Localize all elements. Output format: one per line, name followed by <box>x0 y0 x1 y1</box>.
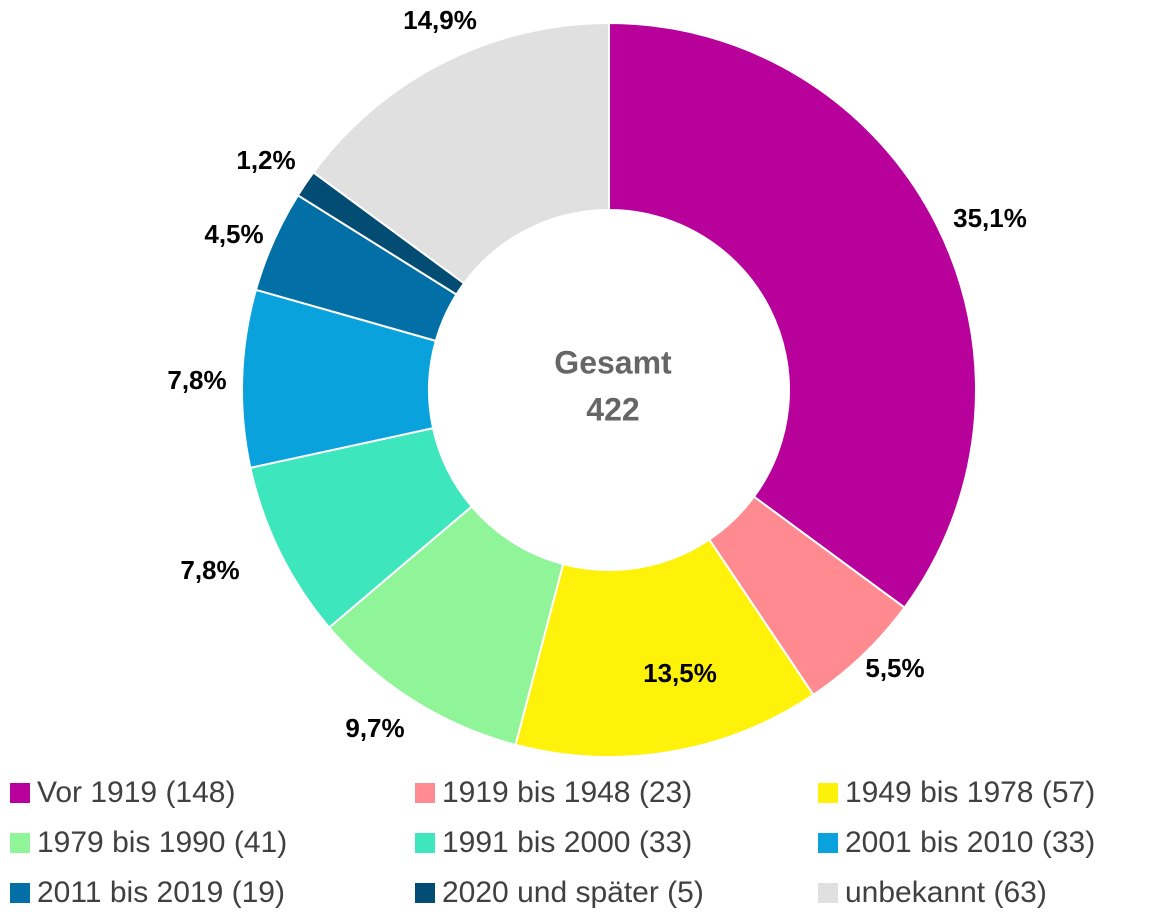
center-value: 422 <box>586 391 639 427</box>
legend-label: 1949 bis 1978 (57) <box>845 776 1095 809</box>
legend-swatch <box>818 833 838 853</box>
donut-slice <box>608 21 977 609</box>
legend-swatch <box>818 783 838 803</box>
legend-label: 1919 bis 1948 (23) <box>442 776 692 809</box>
data-label: 7,8% <box>167 365 226 395</box>
data-label: 14,9% <box>403 5 477 35</box>
center-title: Gesamt <box>554 344 672 380</box>
legend-label: 2020 und später (5) <box>442 876 704 909</box>
data-label: 7,8% <box>180 555 239 585</box>
legend-swatch <box>415 833 435 853</box>
data-label: 9,7% <box>345 713 404 743</box>
legend-swatch <box>415 883 435 903</box>
data-label: 35,1% <box>953 203 1027 233</box>
legend-swatch <box>10 783 30 803</box>
legend-swatch <box>818 883 838 903</box>
donut-slice <box>312 21 610 285</box>
legend-swatch <box>415 783 435 803</box>
data-label: 1,2% <box>236 145 295 175</box>
data-label: 4,5% <box>204 219 263 249</box>
donut-slice <box>514 538 815 758</box>
donut-slice <box>327 505 565 747</box>
data-label: 5,5% <box>865 653 924 683</box>
legend-label: Vor 1919 (148) <box>37 776 235 809</box>
legend-label: unbekannt (63) <box>845 876 1047 909</box>
legend-label: 2011 bis 2019 (19) <box>37 876 285 909</box>
legend-swatch <box>10 833 30 853</box>
legend-swatch <box>10 883 30 903</box>
legend-label: 2001 bis 2010 (33) <box>845 826 1095 859</box>
legend-label: 1979 bis 1990 (41) <box>37 826 287 859</box>
data-label: 13,5% <box>643 658 717 688</box>
legend-label: 1991 bis 2000 (33) <box>442 826 692 859</box>
